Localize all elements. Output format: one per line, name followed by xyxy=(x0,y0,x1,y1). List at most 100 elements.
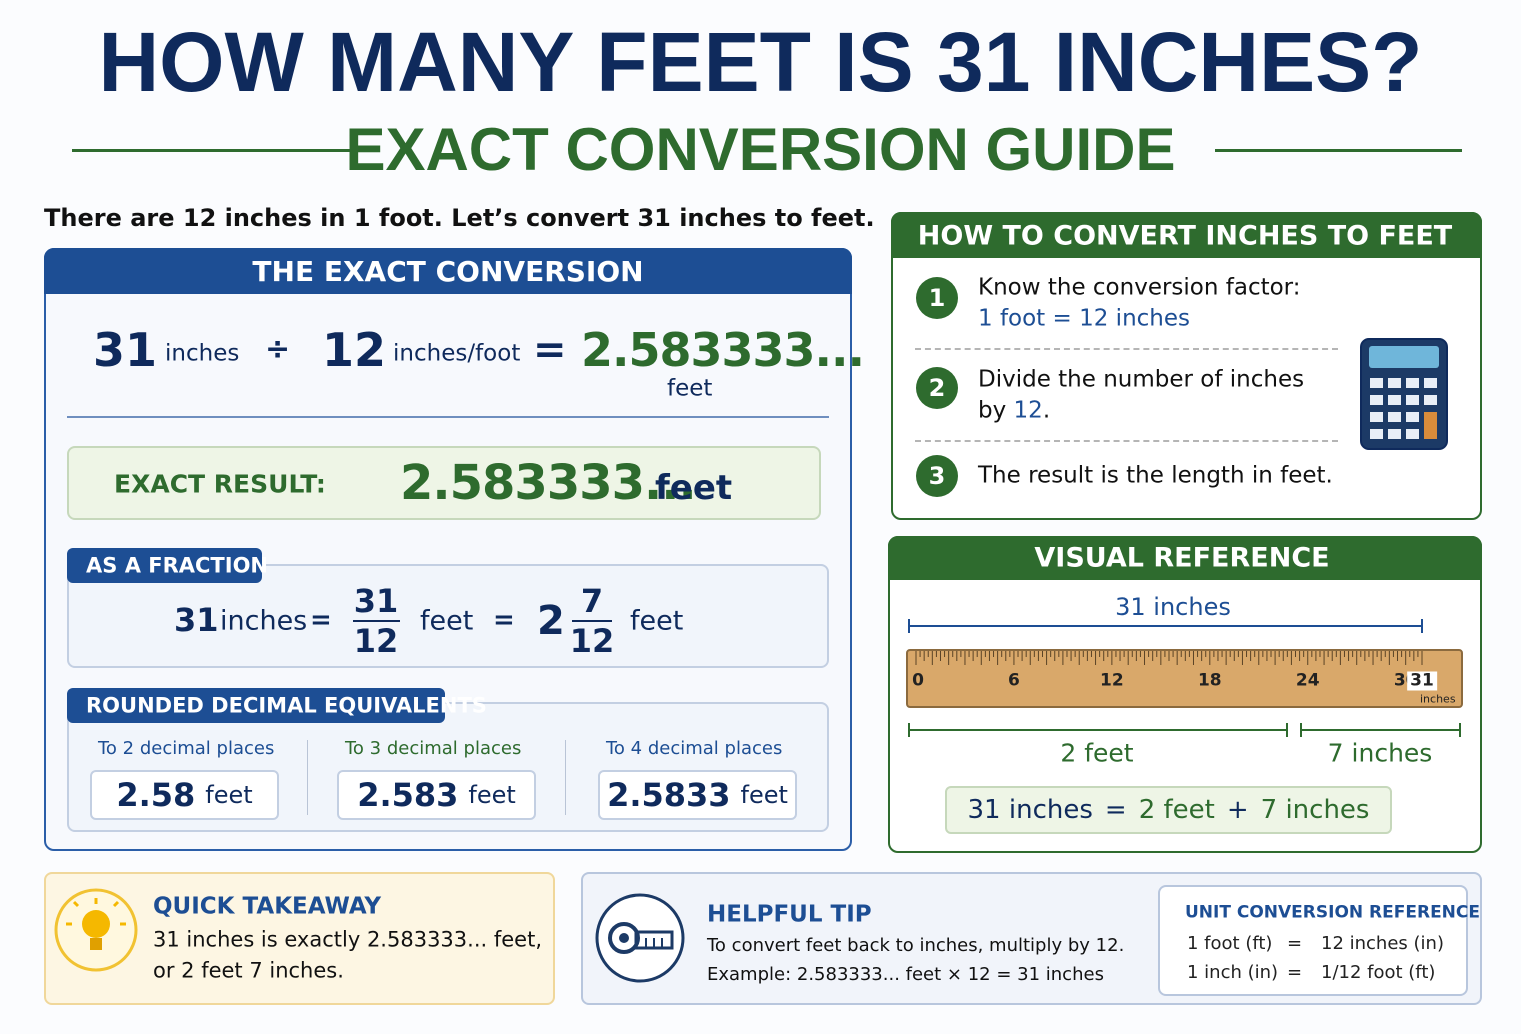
rule xyxy=(72,149,370,152)
lhs: 31 xyxy=(174,601,219,639)
divisor: 12 xyxy=(322,323,387,377)
step-number: 1 xyxy=(916,277,958,319)
title: HOW MANY FEET IS 31 INCHES? xyxy=(98,15,1423,109)
fraction-bar xyxy=(353,620,400,622)
unit: feet xyxy=(655,468,733,508)
rounded-unit: feet xyxy=(468,781,516,809)
summary-part: 2 feet xyxy=(1138,795,1215,825)
panel-title: HOW TO CONVERT INCHES TO FEET xyxy=(917,220,1453,252)
ruler-label: 6 xyxy=(1008,670,1020,691)
reference-cell: = xyxy=(1287,933,1303,954)
summary-part: + xyxy=(1226,795,1249,825)
panel-header xyxy=(891,212,1482,258)
tab xyxy=(67,688,445,723)
word: by xyxy=(978,397,1007,424)
exact-result-box xyxy=(67,446,821,520)
ruler-label: 24 xyxy=(1295,670,1320,691)
rounded-label: To 4 decimal places xyxy=(606,738,783,759)
ruler-unit: inches xyxy=(1420,692,1456,706)
value-box: 2.583 feet xyxy=(337,770,536,820)
reference-cell: = xyxy=(1287,962,1303,983)
tab xyxy=(67,548,262,583)
step-text: by 12. xyxy=(978,397,1051,424)
numerator: 7 xyxy=(580,582,604,620)
panel-title: VISUAL REFERENCE xyxy=(1034,542,1330,574)
tip-title: HELPFUL TIP xyxy=(707,901,872,928)
summary-part: = xyxy=(1104,795,1127,825)
dividend: 31 xyxy=(93,323,158,377)
equals: = xyxy=(310,605,332,635)
numerator: 31 xyxy=(353,582,399,620)
value: 2.583333... xyxy=(400,455,697,511)
rounded-label: To 2 decimal places xyxy=(98,738,275,759)
summary-part: 7 inches xyxy=(1260,795,1370,825)
rounded-label: To 3 decimal places xyxy=(345,738,522,759)
takeaway-line: or 2 feet 7 inches. xyxy=(153,958,344,983)
rounded-unit: feet xyxy=(740,781,788,809)
denominator: 12 xyxy=(353,622,399,660)
unit: inches xyxy=(165,340,240,367)
step-text: Divide the number of inches xyxy=(978,366,1305,393)
unit: inches/foot xyxy=(393,340,521,367)
subtitle: EXACT CONVERSION GUIDE xyxy=(345,116,1176,183)
separator xyxy=(307,740,308,815)
step-text: The result is the length in feet. xyxy=(978,462,1333,489)
result: 2.583333... xyxy=(581,323,865,377)
equals: = xyxy=(493,605,515,635)
unit: inches xyxy=(220,605,308,637)
whole: 2 xyxy=(537,598,565,644)
step-highlight: 1 foot = 12 inches xyxy=(978,305,1190,332)
intro: There are 12 inches in 1 foot. Let’s con… xyxy=(44,204,875,232)
tab-title: ROUNDED DECIMAL EQUIVALENTS xyxy=(86,693,487,718)
unit: feet xyxy=(630,605,684,637)
rounded-value: 2.58 xyxy=(116,776,196,814)
ruler-label: 12 xyxy=(1100,670,1124,691)
reference-cell: 1 inch (in) xyxy=(1187,962,1279,983)
tab-title: AS A FRACTION xyxy=(86,553,268,578)
reference-title: UNIT CONVERSION REFERENCE xyxy=(1185,902,1481,923)
reference-cell: 1 foot (ft) xyxy=(1187,933,1273,954)
panel-header xyxy=(44,248,852,294)
dash xyxy=(915,440,1338,442)
ruler-label: 31 xyxy=(1407,671,1437,691)
summary-part: 31 inches xyxy=(967,795,1093,825)
tape-icon xyxy=(595,893,685,983)
equals: = xyxy=(533,327,567,373)
total-label: 31 inches xyxy=(1115,593,1231,621)
summary-box: 31 inches = 2 feet + 7 inches xyxy=(945,786,1392,834)
rule xyxy=(1215,149,1462,152)
dash xyxy=(915,348,1338,350)
step-number: 3 xyxy=(916,455,958,497)
tip-line: Example: 2.583333... feet × 12 = 31 inch… xyxy=(707,964,1104,985)
rounded-value: 2.583 xyxy=(357,776,459,814)
value-box: 2.5833 feet xyxy=(598,770,797,820)
reference-box xyxy=(1158,885,1468,996)
fraction-bar xyxy=(572,620,612,622)
takeaway-line: 31 inches is exactly 2.583333... feet, xyxy=(153,927,542,952)
tip-line: To convert feet back to inches, multiply… xyxy=(707,935,1125,956)
punct: . xyxy=(1042,397,1051,424)
rounded-value: 2.5833 xyxy=(607,776,731,814)
inches-label: 7 inches xyxy=(1327,738,1433,768)
step-highlight: 12 xyxy=(1013,397,1043,424)
calculator-icon xyxy=(1360,338,1448,450)
takeaway-title: QUICK TAKEAWAY xyxy=(153,893,382,920)
bulb-icon xyxy=(54,888,138,972)
ruler-label: 0 xyxy=(912,670,924,691)
panel-title: THE EXACT CONVERSION xyxy=(252,255,644,288)
label: EXACT RESULT: xyxy=(114,469,326,499)
value-box: 2.58 feet xyxy=(90,770,279,820)
denominator: 12 xyxy=(569,622,615,660)
unit: feet xyxy=(667,375,713,402)
unit: feet xyxy=(420,605,474,637)
separator xyxy=(565,740,566,815)
reference-cell: 12 inches (in) xyxy=(1321,933,1444,954)
operator: ÷ xyxy=(265,332,291,367)
rounded-unit: feet xyxy=(205,781,253,809)
divider xyxy=(67,416,829,418)
reference-cell: 1/12 foot (ft) xyxy=(1321,962,1436,983)
feet-label: 2 feet xyxy=(1060,738,1134,768)
panel-header xyxy=(888,536,1482,580)
